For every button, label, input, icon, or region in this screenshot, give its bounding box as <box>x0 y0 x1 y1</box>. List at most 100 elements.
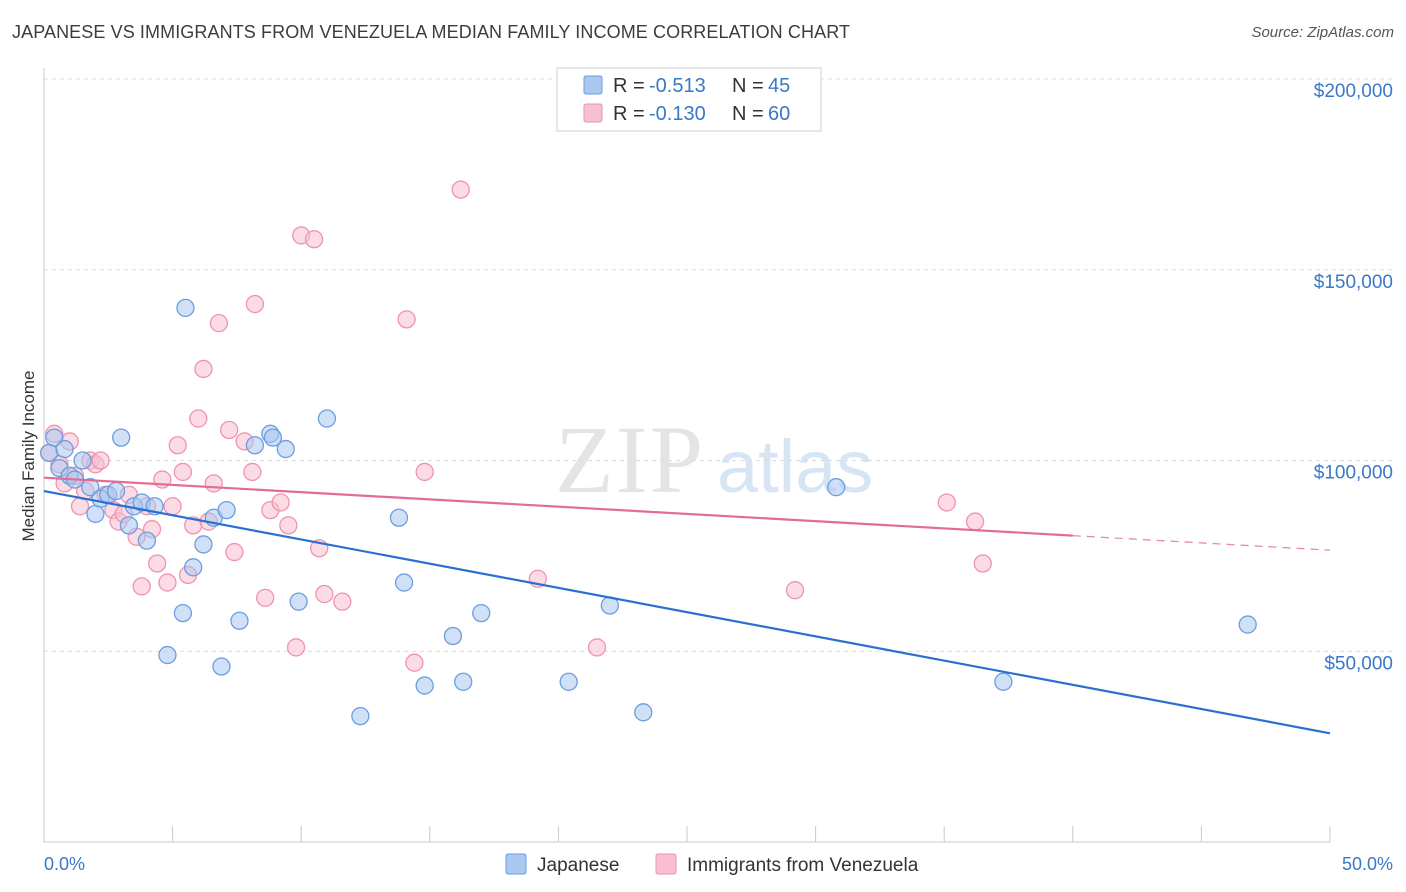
venezuela-point <box>451 180 470 199</box>
x-tick-labels: 0.0% 50.0% <box>44 854 1393 874</box>
x-tick-label-max: 50.0% <box>1342 854 1393 874</box>
japanese-point <box>415 676 434 695</box>
japanese-point <box>276 439 295 459</box>
venezuela-point <box>132 577 151 596</box>
venezuela-point <box>194 359 213 379</box>
gridlines <box>44 78 1394 652</box>
japanese-point <box>86 504 105 524</box>
watermark-atlas: atlas <box>717 425 873 508</box>
japanese-points <box>39 298 1257 726</box>
japanese-point <box>1238 615 1257 634</box>
japanese-point <box>559 672 578 691</box>
y-axis-label: Median Family Income <box>19 370 38 541</box>
japanese-point <box>394 573 414 592</box>
japanese-point <box>158 645 177 665</box>
venezuela-trend-extension <box>1072 535 1331 551</box>
japanese-point <box>443 626 463 646</box>
japanese-point <box>119 516 139 535</box>
venezuela-point <box>189 409 208 428</box>
source-credit: Source: ZipAtlas.com <box>1251 24 1394 41</box>
venezuela-point <box>937 493 956 512</box>
venezuela-point <box>209 314 229 333</box>
japanese-point <box>176 298 195 318</box>
venezuela-point <box>70 497 90 516</box>
venezuela-point <box>204 474 223 493</box>
venezuela-point <box>415 462 434 482</box>
y-tick-label: $100,000 <box>1314 463 1393 484</box>
venezuela-point <box>397 310 416 329</box>
trend-lines <box>43 476 1331 735</box>
chart-title: JAPANESE VS IMMIGRANTS FROM VENEZUELA ME… <box>12 22 851 42</box>
venezuela-point <box>587 638 607 657</box>
japanese-point <box>351 706 370 726</box>
legend-swatch-japanese <box>583 75 603 95</box>
series-legend: Japanese Immigrants from Venezuela <box>505 853 919 876</box>
venezuela-point <box>279 516 298 535</box>
legend-r-value-japanese: -0.513 <box>649 75 706 97</box>
correlation-legend: R = -0.513 N = 45 R = -0.130 N = 60 <box>556 67 822 132</box>
legend-n-label-venezuela: N = <box>732 103 764 125</box>
legend-n-value-venezuela: 60 <box>768 103 790 125</box>
japanese-point <box>230 611 249 630</box>
venezuela-point <box>225 542 244 562</box>
japanese-point <box>112 428 131 447</box>
venezuela-point <box>315 584 334 604</box>
venezuela-point <box>973 554 992 573</box>
series-legend-swatch-venezuela <box>655 853 677 875</box>
venezuela-point <box>785 581 805 600</box>
venezuela-point <box>286 638 306 657</box>
japanese-point <box>289 592 308 611</box>
venezuela-point <box>163 497 182 516</box>
japanese-point <box>994 672 1013 691</box>
venezuela-point <box>168 436 187 455</box>
legend-r-label-venezuela: R = <box>613 103 645 125</box>
japanese-trend-line <box>43 489 1331 735</box>
watermark-zip: ZIP <box>555 406 705 513</box>
japanese-point <box>827 478 846 497</box>
japanese-point <box>217 500 236 520</box>
series-legend-label-japanese: Japanese <box>537 855 619 876</box>
japanese-point <box>472 603 491 623</box>
series-legend-label-venezuela: Immigrants from Venezuela <box>687 855 919 876</box>
venezuela-point <box>245 294 265 314</box>
venezuela-point <box>158 573 177 592</box>
japanese-point <box>55 439 74 459</box>
y-tick-label: $200,000 <box>1314 81 1393 102</box>
japanese-point <box>137 531 157 550</box>
y-tick-labels: $50,000 $100,000 $150,000 $200,000 <box>1314 81 1393 674</box>
venezuela-trend-line <box>43 476 1073 537</box>
venezuela-point <box>91 451 110 470</box>
legend-n-value-japanese: 45 <box>768 75 790 97</box>
japanese-point <box>81 478 100 497</box>
japanese-point <box>212 657 231 676</box>
venezuela-point <box>256 588 275 607</box>
venezuela-point <box>405 653 424 672</box>
venezuela-point <box>173 462 193 482</box>
venezuela-point <box>333 592 352 611</box>
japanese-point <box>184 558 203 577</box>
japanese-point <box>173 603 193 623</box>
japanese-point <box>454 672 473 691</box>
legend-r-label-japanese: R = <box>613 75 645 97</box>
japanese-point <box>389 508 409 527</box>
legend-n-label-japanese: N = <box>732 75 764 97</box>
legend-r-value-venezuela: -0.130 <box>649 103 706 125</box>
japanese-point <box>39 443 59 463</box>
venezuela-point <box>965 512 985 531</box>
venezuela-point <box>148 554 167 573</box>
japanese-point <box>263 428 283 447</box>
venezuela-point <box>220 420 239 440</box>
japanese-point <box>73 451 92 470</box>
japanese-point <box>245 436 265 455</box>
series-legend-swatch-japanese <box>505 853 527 875</box>
legend-swatch-venezuela <box>583 103 603 123</box>
japanese-point <box>317 409 337 428</box>
japanese-point <box>634 703 653 722</box>
y-tick-label: $50,000 <box>1324 653 1393 674</box>
x-tick-label-min: 0.0% <box>44 854 85 874</box>
venezuela-point <box>304 230 324 249</box>
venezuela-point <box>271 493 290 512</box>
watermark: ZIP atlas <box>555 406 873 513</box>
y-tick-label: $150,000 <box>1314 272 1393 293</box>
